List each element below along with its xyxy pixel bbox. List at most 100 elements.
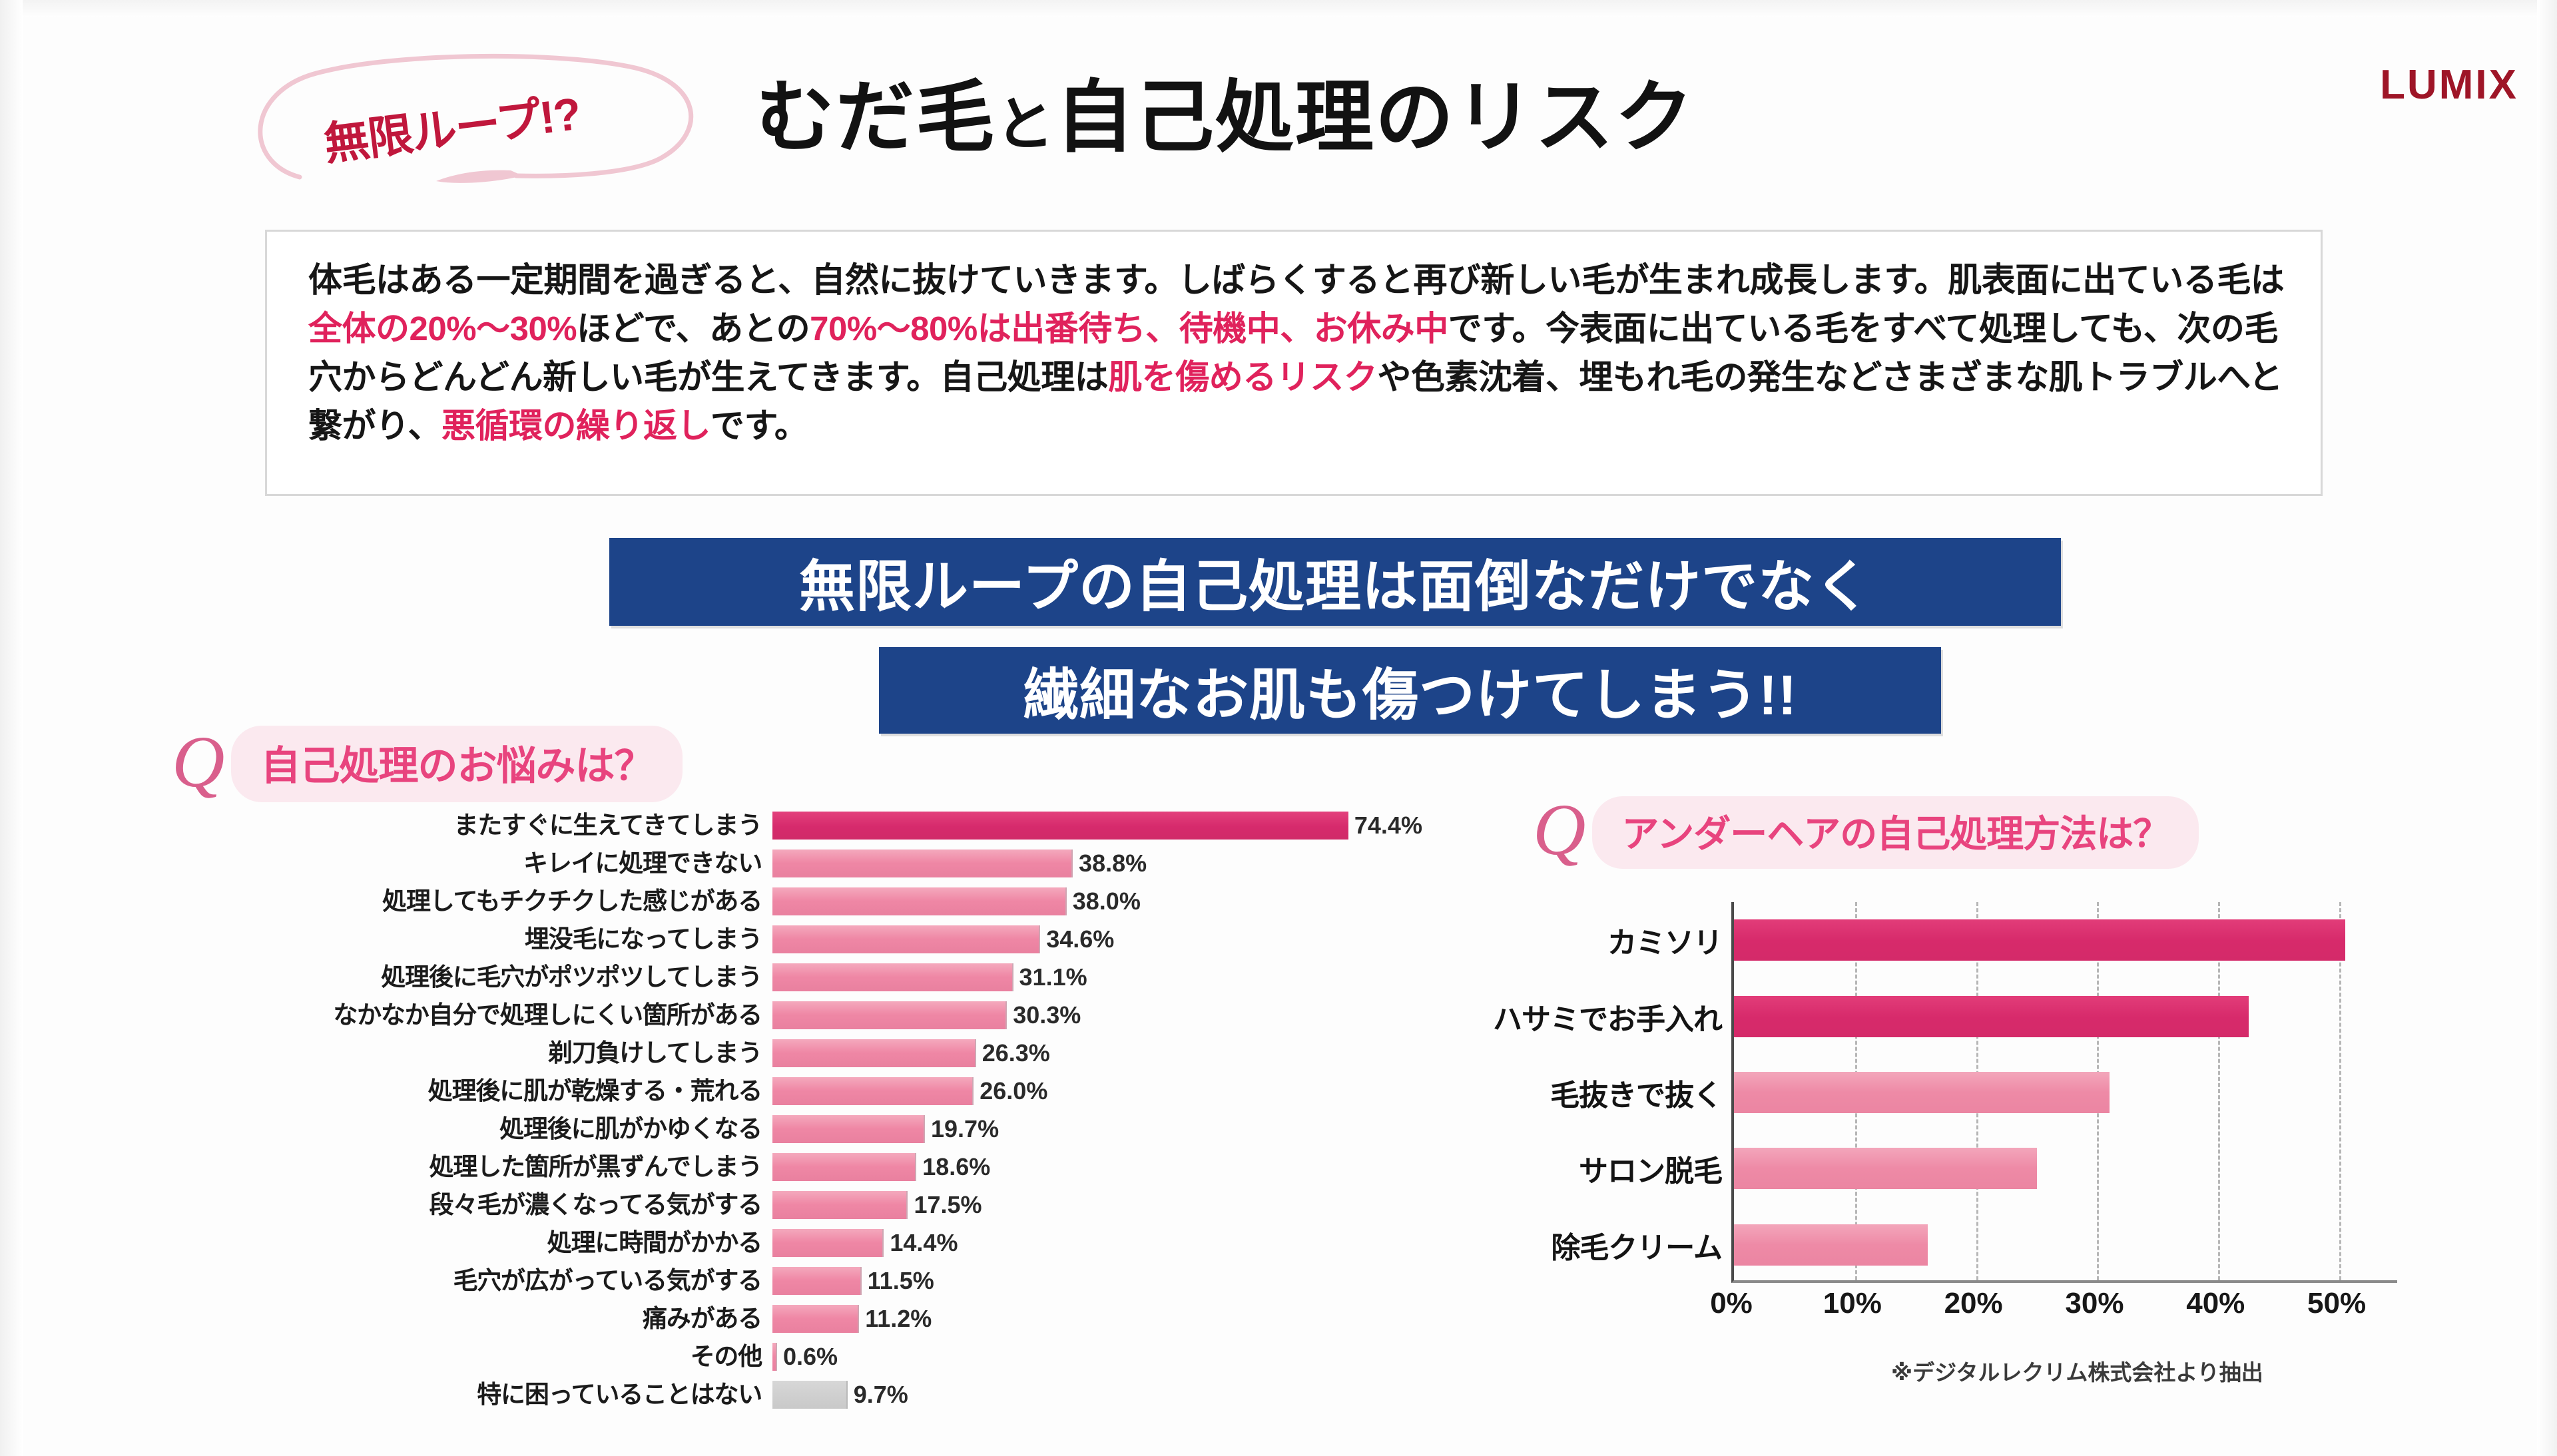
chart-row: 剃刀負けしてしまう 26.3% (226, 1037, 1545, 1070)
chart-row: 痛みがある 11.2% (226, 1302, 1545, 1335)
chart-row-label: 処理後に肌がかゆくなる (499, 1115, 762, 1142)
intro-paragraph-text: 体毛はある一定期間を過ぎると、自然に抜けていきます。しばらくすると再び新しい毛が… (308, 256, 2289, 450)
chart-bar-area: 9.7% (772, 1381, 1545, 1409)
x-axis-tick-label: 40% (2186, 1287, 2245, 1320)
chart-bar (772, 812, 1348, 840)
chart-bar (772, 1077, 974, 1105)
chart-bar-value: 34.6% (1046, 925, 1115, 953)
chart-bar (772, 1267, 862, 1295)
x-axis-tick-label: 50% (2307, 1287, 2367, 1320)
chart-bar-area: 34.6% (772, 925, 1545, 953)
chart-row: 処理後に肌がかゆくなる 19.7% (226, 1112, 1545, 1146)
chart-row: ハサミでお手入れ (1493, 995, 2400, 1037)
chart-row: またすぐに生えてきてしまう 74.4% (226, 809, 1545, 842)
chart-row: 処理に時間がかかる 14.4% (226, 1226, 1545, 1260)
lumix-logo: LUMIX (2380, 62, 2518, 108)
chart-row-label: 毛穴が広がっている気がする (453, 1267, 762, 1294)
chart-bar (772, 925, 1041, 953)
chart-bar-area: 26.0% (772, 1077, 1545, 1105)
chart-bar (1734, 1224, 1928, 1266)
chart-row-label: 剃刀負けしてしまう (547, 1039, 762, 1067)
chart-bar (772, 1039, 976, 1067)
chart-bar (772, 1305, 860, 1333)
chart-bar-value: 0.6% (782, 1343, 838, 1370)
question-mark-icon: Q (1533, 789, 1586, 870)
page-title: むだ毛と自己処理のリスク (756, 53, 1695, 167)
underhair-method-chart: カミソリ ハサミでお手入れ 毛抜きで抜く サロン脱毛 除毛クリーム 0% 10% 20% 30… (1492, 902, 2437, 1385)
chart-row-label: キレイに処理できない (523, 849, 762, 877)
scan-right-edge (2537, 0, 2557, 1456)
chart-bar-area: 11.5% (772, 1267, 1545, 1295)
chart-row-label: ハサミでお手入れ (1493, 1003, 1723, 1036)
chart-bar (772, 1191, 908, 1219)
self-care-concerns-chart: またすぐに生えてきてしまう 74.4% キレイに処理できない 38.8% 処理してもチク… (226, 809, 1545, 1409)
chart-row: 処理後に毛穴がポツポツしてしまう 31.1% (226, 961, 1545, 994)
paragraph-segment: 悪循環の繰り返し (441, 407, 711, 445)
chart-bar (772, 1115, 925, 1143)
chart-bar-area: 31.1% (772, 963, 1545, 991)
scan-left-edge (0, 0, 23, 1456)
banner-line-1: 無限ループの自己処理は面倒なだけでなく (609, 538, 2061, 626)
chart-row: 除毛クリーム (1551, 1224, 2400, 1266)
title-conjunction: と (995, 91, 1056, 157)
chart-bar (772, 1153, 917, 1181)
chart-bar-value: 11.5% (867, 1267, 934, 1294)
chart-bar-area: 30.3% (772, 1001, 1545, 1029)
chart-row: サロン脱毛 (1579, 1148, 2400, 1190)
chart-row-label: その他 (690, 1343, 763, 1370)
x-axis-tick-label: 20% (1944, 1287, 2003, 1320)
title-part1: むだ毛 (756, 74, 996, 162)
chart-bar (772, 1001, 1007, 1029)
chart-row-label: 処理した箇所が黒ずんでしまう (429, 1153, 763, 1180)
x-axis-tick-label: 10% (1823, 1287, 1882, 1320)
chart-bar-value: 30.3% (1013, 1001, 1081, 1029)
paragraph-segment: 70%〜80%は出番待ち、待機中、お休み中 (810, 310, 1448, 348)
right-chart-x-axis: 0% 10% 20% 30% 40% 50% (1710, 1287, 2397, 1327)
chart-bar-area: 19.7% (772, 1115, 1545, 1143)
gridline (2218, 902, 2221, 1280)
chart-row: 処理後に肌が乾燥する・荒れる 26.0% (226, 1075, 1545, 1108)
chart-row-label: 処理に時間がかかる (547, 1229, 762, 1256)
chart-bar-area: 11.2% (772, 1305, 1545, 1333)
chart-bar (1734, 919, 2346, 961)
chart-bar-value: 11.2% (865, 1305, 932, 1332)
paragraph-segment: や色素沈着、埋もれ毛の発生などさまざまな肌トラブルへと繋がり、 (308, 358, 2283, 445)
chart-row-label: 段々毛が濃くなってる気がする (429, 1191, 763, 1218)
chart-bar-area: 74.4% (772, 812, 1545, 840)
chart-bar (772, 849, 1073, 877)
x-axis-tick-label: 30% (2065, 1287, 2124, 1320)
title-part2: 自己処理のリスク (1055, 74, 1695, 162)
left-chart-question: Q 自己処理のお悩みは？ (172, 720, 683, 802)
chart-row: 段々毛が濃くなってる気がする 17.5% (226, 1188, 1545, 1222)
chart-bar (1734, 1148, 2037, 1190)
chart-row-label: なかなか自分で処理しにくい箇所がある (333, 1001, 762, 1029)
source-note: ※デジタルレクリム株式会社より抽出 (1891, 1360, 2263, 1385)
speech-bubble: 無限ループ!? (236, 52, 742, 185)
right-chart-plot-area: カミソリハサミでお手入れ毛抜きで抜くサロン脱毛除毛クリーム (1493, 902, 2400, 1283)
chart-bar (772, 1343, 777, 1371)
chart-bar-value: 38.8% (1079, 849, 1147, 877)
scan-top-band (0, 0, 2557, 17)
right-chart-question-label: アンダーヘアの自己処理方法は？ (1592, 796, 2199, 869)
chart-row: その他 0.6% (226, 1340, 1545, 1373)
paragraph-segment: 全体の20%〜30% (308, 310, 577, 348)
question-mark-icon: Q (172, 720, 225, 802)
chart-bar (1734, 1072, 2110, 1113)
paragraph-segment: ほどで、あとの (577, 310, 810, 348)
chart-row-label: 毛抜きで抜く (1550, 1079, 1723, 1112)
banner-line-2: 繊細なお肌も傷つけてしまう!! (879, 647, 1941, 734)
chart-row: 毛抜きで抜く (1550, 1072, 2400, 1113)
paragraph-segment: 肌を傷めるリスク (1108, 358, 1378, 396)
chart-bar-area: 0.6% (772, 1343, 1545, 1371)
chart-row-label: カミソリ (1607, 927, 1723, 960)
right-chart-question: Q アンダーヘアの自己処理方法は？ (1533, 789, 2199, 870)
chart-row: キレイに処理できない 38.8% (226, 847, 1545, 880)
chart-row: 処理した箇所が黒ずんでしまう 18.6% (226, 1150, 1545, 1184)
intro-paragraph-box: 体毛はある一定期間を過ぎると、自然に抜けていきます。しばらくすると再び新しい毛が… (265, 230, 2323, 496)
chart-bar-area: 14.4% (772, 1229, 1545, 1257)
chart-row-label: 処理後に肌が乾燥する・荒れる (427, 1077, 762, 1104)
chart-bar-value: 74.4% (1354, 812, 1422, 839)
chart-row-label: 埋没毛になってしまう (524, 925, 762, 953)
chart-row-label: 処理後に毛穴がポツポツしてしまう (381, 963, 762, 991)
